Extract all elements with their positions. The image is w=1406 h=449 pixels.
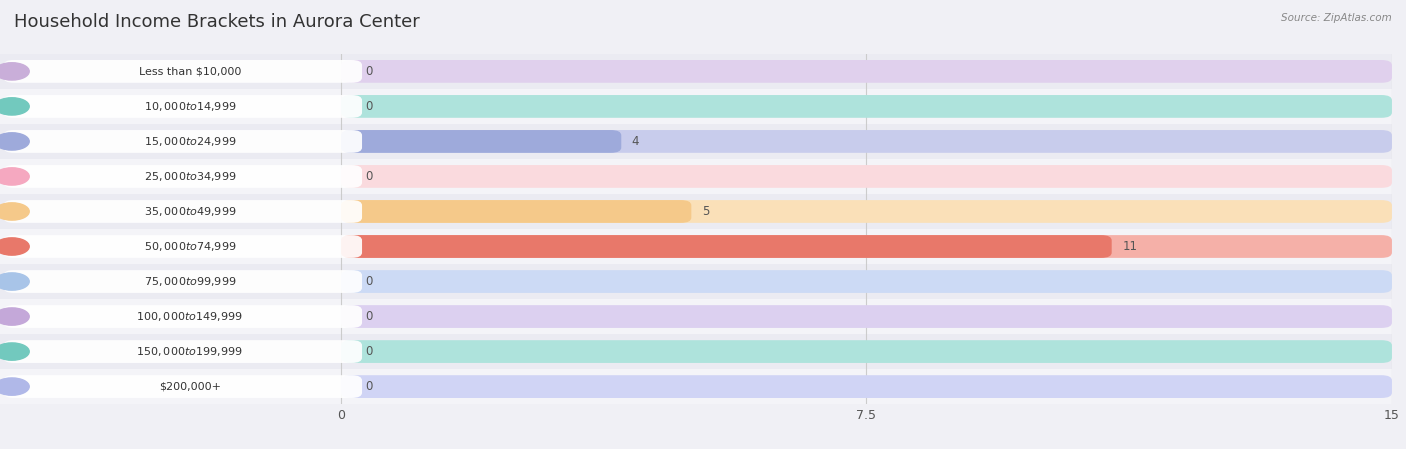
- Text: Less than $10,000: Less than $10,000: [139, 66, 240, 76]
- FancyBboxPatch shape: [0, 124, 1392, 159]
- Circle shape: [0, 63, 30, 80]
- FancyBboxPatch shape: [342, 235, 1392, 258]
- Text: 5: 5: [702, 205, 709, 218]
- Text: $15,000 to $24,999: $15,000 to $24,999: [143, 135, 236, 148]
- FancyBboxPatch shape: [342, 200, 1392, 223]
- FancyBboxPatch shape: [342, 60, 1392, 83]
- FancyBboxPatch shape: [342, 375, 1392, 398]
- Text: $10,000 to $14,999: $10,000 to $14,999: [143, 100, 236, 113]
- Circle shape: [0, 133, 30, 150]
- Text: 0: 0: [366, 65, 373, 78]
- FancyBboxPatch shape: [3, 95, 361, 118]
- Text: $150,000 to $199,999: $150,000 to $199,999: [136, 345, 243, 358]
- FancyBboxPatch shape: [0, 194, 1392, 229]
- Text: $100,000 to $149,999: $100,000 to $149,999: [136, 310, 243, 323]
- FancyBboxPatch shape: [0, 369, 1392, 404]
- Text: 0: 0: [366, 310, 373, 323]
- FancyBboxPatch shape: [342, 270, 1392, 293]
- Text: $200,000+: $200,000+: [159, 382, 221, 392]
- FancyBboxPatch shape: [0, 299, 1392, 334]
- Text: 11: 11: [1122, 240, 1137, 253]
- Circle shape: [0, 308, 30, 325]
- Text: 0: 0: [366, 345, 373, 358]
- FancyBboxPatch shape: [0, 54, 1392, 89]
- Text: 0: 0: [366, 100, 373, 113]
- FancyBboxPatch shape: [0, 229, 1392, 264]
- FancyBboxPatch shape: [342, 130, 621, 153]
- Circle shape: [0, 168, 30, 185]
- FancyBboxPatch shape: [0, 334, 1392, 369]
- FancyBboxPatch shape: [3, 200, 361, 223]
- FancyBboxPatch shape: [342, 305, 1392, 328]
- Text: 0: 0: [366, 275, 373, 288]
- FancyBboxPatch shape: [342, 235, 1112, 258]
- Text: 0: 0: [366, 380, 373, 393]
- Circle shape: [0, 378, 30, 395]
- Circle shape: [0, 203, 30, 220]
- FancyBboxPatch shape: [342, 95, 1392, 118]
- Circle shape: [0, 98, 30, 115]
- Text: Household Income Brackets in Aurora Center: Household Income Brackets in Aurora Cent…: [14, 13, 420, 31]
- Text: 0: 0: [366, 170, 373, 183]
- FancyBboxPatch shape: [3, 60, 361, 83]
- Text: $35,000 to $49,999: $35,000 to $49,999: [143, 205, 236, 218]
- Circle shape: [0, 273, 30, 290]
- Text: Source: ZipAtlas.com: Source: ZipAtlas.com: [1281, 13, 1392, 23]
- FancyBboxPatch shape: [342, 130, 1392, 153]
- FancyBboxPatch shape: [0, 89, 1392, 124]
- Text: $75,000 to $99,999: $75,000 to $99,999: [143, 275, 236, 288]
- Text: $50,000 to $74,999: $50,000 to $74,999: [143, 240, 236, 253]
- FancyBboxPatch shape: [3, 375, 361, 398]
- FancyBboxPatch shape: [0, 264, 1392, 299]
- FancyBboxPatch shape: [3, 340, 361, 363]
- FancyBboxPatch shape: [342, 165, 1392, 188]
- FancyBboxPatch shape: [3, 235, 361, 258]
- FancyBboxPatch shape: [3, 130, 361, 153]
- Circle shape: [0, 238, 30, 255]
- FancyBboxPatch shape: [342, 340, 1392, 363]
- FancyBboxPatch shape: [3, 305, 361, 328]
- FancyBboxPatch shape: [342, 200, 692, 223]
- Text: $25,000 to $34,999: $25,000 to $34,999: [143, 170, 236, 183]
- Circle shape: [0, 343, 30, 360]
- FancyBboxPatch shape: [3, 165, 361, 188]
- Text: 4: 4: [631, 135, 640, 148]
- FancyBboxPatch shape: [3, 270, 361, 293]
- FancyBboxPatch shape: [0, 159, 1392, 194]
